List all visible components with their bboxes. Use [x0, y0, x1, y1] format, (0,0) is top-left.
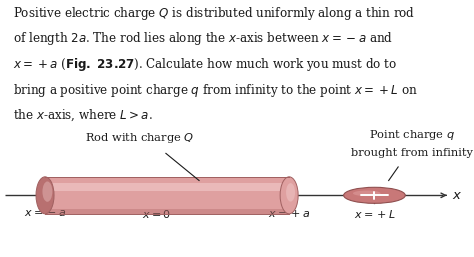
Text: $x$: $x$ — [452, 189, 462, 202]
Text: bring a positive point charge $q$ from infinity to the point $x = +L$ on: bring a positive point charge $q$ from i… — [13, 82, 418, 99]
Text: Positive electric charge $Q$ is distributed uniformly along a thin rod: Positive electric charge $Q$ is distribu… — [13, 5, 416, 22]
Ellipse shape — [36, 177, 54, 214]
Bar — [45, 177, 289, 214]
Circle shape — [344, 187, 405, 203]
Ellipse shape — [353, 190, 381, 196]
Ellipse shape — [43, 181, 52, 202]
Text: the $x$-axis, where $L > a$.: the $x$-axis, where $L > a$. — [13, 107, 153, 123]
Text: $x = 0$: $x = 0$ — [142, 208, 171, 220]
Text: brought from infinity: brought from infinity — [351, 148, 474, 158]
Ellipse shape — [286, 183, 295, 201]
Ellipse shape — [280, 177, 298, 214]
Bar — [45, 209, 289, 214]
Text: $x = +L$: $x = +L$ — [354, 208, 395, 220]
Text: Rod with charge $Q$: Rod with charge $Q$ — [85, 131, 194, 145]
Text: $x = +a$: $x = +a$ — [268, 208, 310, 219]
Text: $x = +a$ ($\mathbf{Fig.\ 23.27}$). Calculate how much work you must do to: $x = +a$ ($\mathbf{Fig.\ 23.27}$). Calcu… — [13, 56, 397, 73]
Bar — [45, 183, 289, 191]
Text: Point charge $q$: Point charge $q$ — [369, 128, 456, 142]
Text: $x = -a$: $x = -a$ — [24, 208, 66, 218]
Text: of length $2a$. The rod lies along the $x$-axis between $x = -a$ and: of length $2a$. The rod lies along the $… — [13, 30, 393, 47]
